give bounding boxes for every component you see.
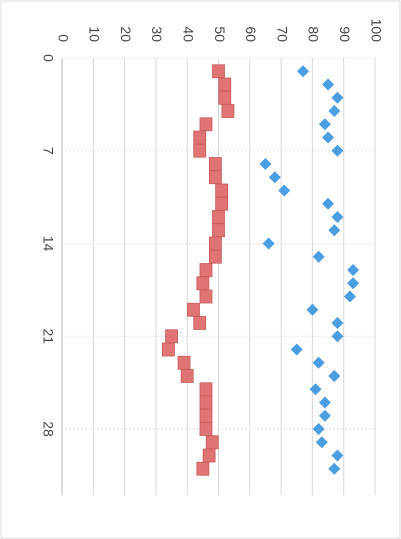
y-tick-label: 40	[180, 26, 196, 42]
point	[196, 276, 210, 291]
point	[162, 342, 175, 357]
point	[218, 90, 232, 105]
point	[193, 316, 207, 330]
point	[312, 423, 325, 435]
point	[193, 130, 207, 145]
x-tick-label: 28	[40, 421, 56, 437]
y-tick-label: 70	[274, 26, 290, 42]
point	[205, 435, 219, 450]
y-tick-label: 20	[118, 26, 134, 42]
y-tick-label: 30	[149, 26, 165, 42]
point	[215, 196, 229, 211]
plot: 0 10 20 30 40 50 60 70 80 90 100 0 7 14 21 28	[40, 19, 384, 496]
point	[221, 104, 235, 118]
point	[208, 157, 222, 171]
point	[199, 422, 213, 436]
point	[180, 369, 194, 383]
point	[328, 462, 341, 475]
point	[199, 408, 213, 423]
point	[328, 370, 341, 382]
point	[199, 395, 213, 410]
point	[208, 170, 222, 185]
point	[199, 117, 213, 132]
y-tick-label: 90	[337, 26, 353, 42]
x-tick-label: 21	[40, 328, 56, 344]
point	[165, 329, 178, 344]
point	[212, 64, 225, 79]
x-tick-label: 14	[40, 236, 56, 252]
point	[309, 383, 322, 396]
point	[177, 355, 191, 370]
point	[312, 250, 325, 263]
point	[290, 343, 303, 356]
y-tick-label: 80	[306, 26, 322, 42]
point	[215, 183, 229, 198]
point	[208, 236, 222, 251]
point	[208, 249, 222, 264]
point	[218, 77, 232, 92]
point	[328, 105, 341, 117]
point	[202, 448, 216, 463]
point	[187, 302, 200, 317]
y-tick-label: 10	[87, 26, 103, 42]
point	[193, 143, 207, 158]
point	[199, 289, 213, 304]
point	[199, 263, 213, 277]
x-tick-label: 7	[40, 147, 56, 155]
point	[212, 223, 225, 238]
x-tick-label: 0	[40, 54, 56, 62]
point	[328, 224, 341, 237]
point	[312, 356, 325, 369]
y-tick-label: 0	[55, 34, 71, 42]
y-tick-label: 100	[368, 19, 384, 43]
point	[196, 461, 210, 476]
y-tick-label: 60	[243, 26, 259, 42]
point	[199, 382, 213, 397]
y-tick-label: 50	[212, 26, 228, 42]
point	[268, 171, 281, 184]
point	[212, 210, 225, 224]
